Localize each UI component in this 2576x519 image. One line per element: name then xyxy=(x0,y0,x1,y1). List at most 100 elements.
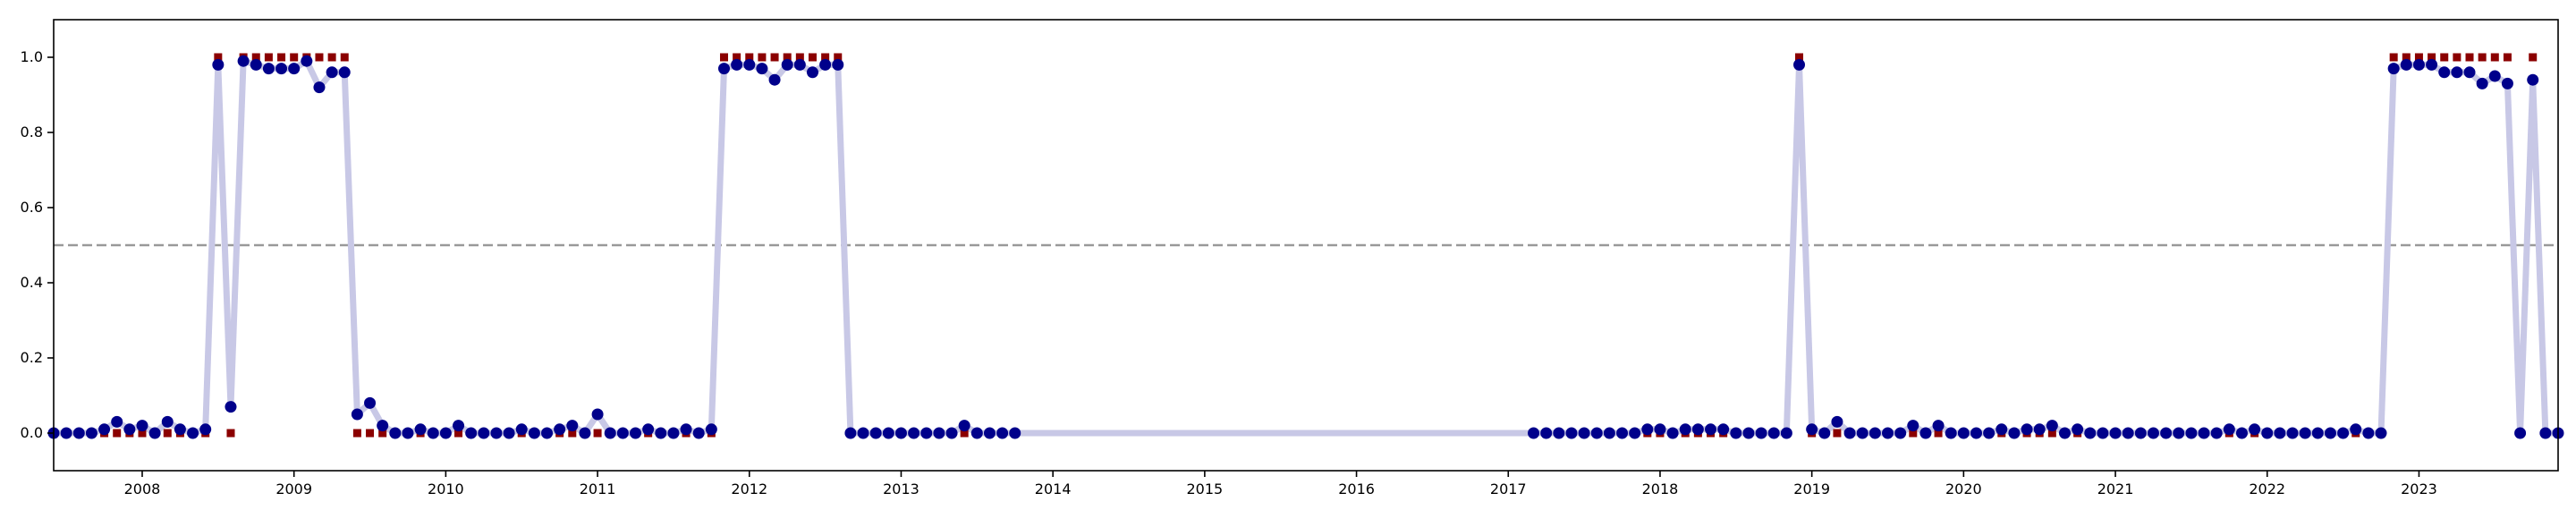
square-marker xyxy=(2402,53,2411,62)
circle-marker xyxy=(187,427,199,439)
x-tick-label: 2016 xyxy=(1338,481,1375,498)
x-tick-label: 2013 xyxy=(883,481,919,498)
circle-marker xyxy=(136,420,148,432)
circle-marker xyxy=(1730,427,1742,439)
circle-marker xyxy=(1578,427,1590,439)
circle-marker xyxy=(72,427,85,439)
circle-marker xyxy=(2046,420,2058,432)
circle-marker xyxy=(908,427,920,439)
circle-marker xyxy=(945,427,958,439)
circle-marker xyxy=(2400,58,2412,71)
circle-marker xyxy=(920,427,933,439)
circle-marker xyxy=(1868,427,1881,439)
square-marker xyxy=(340,53,349,62)
square-marker xyxy=(808,53,817,62)
x-tick-label: 2017 xyxy=(1490,481,1527,498)
x-tick-label: 2021 xyxy=(2097,481,2134,498)
circle-marker xyxy=(819,58,832,71)
square-marker xyxy=(783,53,792,62)
circle-marker xyxy=(1932,420,1945,432)
circle-marker xyxy=(2249,423,2261,436)
square-marker xyxy=(2465,53,2474,62)
circle-marker xyxy=(338,66,351,79)
circle-marker xyxy=(2198,427,2210,439)
circle-marker xyxy=(1996,423,2008,436)
axes: 0.0 0.2 0.4 0.6 0.8 1.0 2008 2009 2010 2011 2012 20… xyxy=(21,19,2559,498)
x-tick-label: 2018 xyxy=(1642,481,1679,498)
circle-marker xyxy=(832,58,844,71)
y-tick-label: 0.4 xyxy=(21,274,43,291)
circle-marker xyxy=(2362,427,2375,439)
circle-marker xyxy=(894,427,907,439)
circle-marker xyxy=(2451,66,2463,79)
circle-marker xyxy=(313,81,326,94)
square-marker xyxy=(2529,53,2538,62)
circle-marker xyxy=(1919,427,1932,439)
circle-marker xyxy=(2299,427,2311,439)
circle-marker xyxy=(1755,427,1767,439)
circle-marker xyxy=(1603,427,1615,439)
circle-marker xyxy=(1629,427,1641,439)
circle-marker xyxy=(161,415,174,428)
circle-marker xyxy=(174,423,186,436)
x-tick-label: 2009 xyxy=(275,481,312,498)
circle-marker xyxy=(2109,427,2122,439)
circle-marker xyxy=(1882,427,1894,439)
circle-marker xyxy=(1742,427,1755,439)
circle-marker xyxy=(225,401,237,413)
circle-marker xyxy=(1907,420,1919,432)
square-marker xyxy=(352,429,361,438)
x-tick-label: 2012 xyxy=(731,481,767,498)
circle-marker xyxy=(731,58,743,71)
circle-marker xyxy=(2058,427,2071,439)
circle-marker xyxy=(212,58,225,71)
circle-marker xyxy=(1540,427,1553,439)
y-tick-label: 1.0 xyxy=(21,48,43,65)
circle-marker xyxy=(2134,427,2147,439)
circle-marker xyxy=(857,427,869,439)
circle-marker xyxy=(2438,66,2451,79)
y-tick-label: 0.2 xyxy=(21,349,43,366)
circle-marker xyxy=(2072,423,2084,436)
x-tick-label: 2011 xyxy=(580,481,616,498)
circle-marker xyxy=(2147,427,2159,439)
circle-marker xyxy=(2539,427,2552,439)
circle-marker xyxy=(250,58,262,71)
x-tick-label: 2014 xyxy=(1035,481,1072,498)
x-tick-label: 2019 xyxy=(1793,481,1830,498)
square-marker xyxy=(834,53,843,62)
y-tick-label: 0.6 xyxy=(21,199,43,216)
square-marker xyxy=(733,53,741,62)
circle-marker xyxy=(1818,427,1831,439)
circle-marker xyxy=(2274,427,2286,439)
circle-marker xyxy=(515,423,528,436)
y-tick-label: 0.8 xyxy=(21,123,43,140)
square-marker xyxy=(2047,429,2056,438)
circle-marker xyxy=(1856,427,1868,439)
square-marker xyxy=(315,53,324,62)
square-marker xyxy=(251,53,260,62)
circle-marker xyxy=(60,427,72,439)
circle-marker xyxy=(768,73,781,86)
circle-marker xyxy=(1654,423,1666,436)
circle-marker xyxy=(2021,423,2033,436)
circle-marker xyxy=(2223,423,2235,436)
circle-marker xyxy=(1009,427,1021,439)
circle-marker xyxy=(933,427,945,439)
circle-marker xyxy=(2476,77,2488,89)
x-tick-label: 2023 xyxy=(2401,481,2437,498)
circle-marker xyxy=(2033,423,2046,436)
circle-marker xyxy=(98,423,111,436)
square-marker xyxy=(163,429,172,438)
circle-marker xyxy=(566,420,579,432)
square-marker xyxy=(2389,53,2398,62)
square-marker xyxy=(214,53,223,62)
circle-marker xyxy=(2008,427,2021,439)
square-marker xyxy=(226,429,235,438)
square-marker xyxy=(2453,53,2462,62)
circle-marker xyxy=(1957,427,1970,439)
square-marker xyxy=(593,429,602,438)
circle-marker xyxy=(983,427,996,439)
circle-marker xyxy=(2375,427,2387,439)
circle-marker xyxy=(781,58,793,71)
